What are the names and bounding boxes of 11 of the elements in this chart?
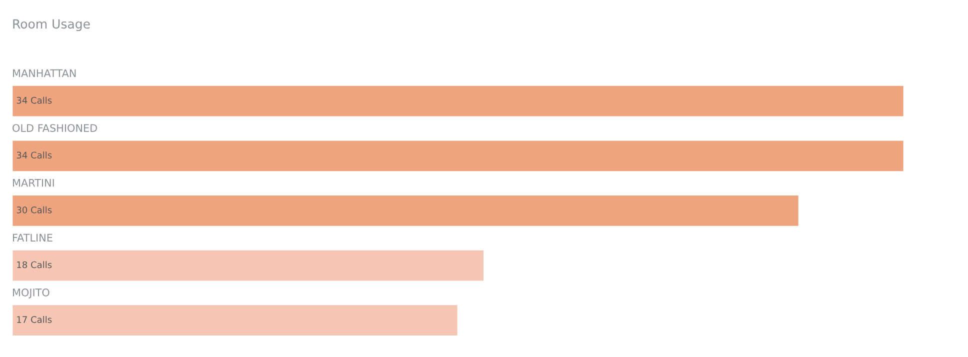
y-tick-label: MARTINI xyxy=(13,179,54,187)
data-label: 34 Calls xyxy=(16,152,52,159)
y-tick-label: MANHATTAN xyxy=(13,69,76,78)
data-label: 17 Calls xyxy=(17,316,52,323)
data-label: 34 Calls xyxy=(16,96,52,104)
data-label: 30 Calls xyxy=(16,206,52,214)
chart-title: Room Usage xyxy=(13,19,90,32)
y-tick-label: OLD FASHIONED xyxy=(12,124,97,132)
data-label: 18 Calls xyxy=(17,261,52,268)
y-tick-label: MOJITO xyxy=(13,288,50,298)
y-tick-label: FATLINE xyxy=(13,234,52,242)
